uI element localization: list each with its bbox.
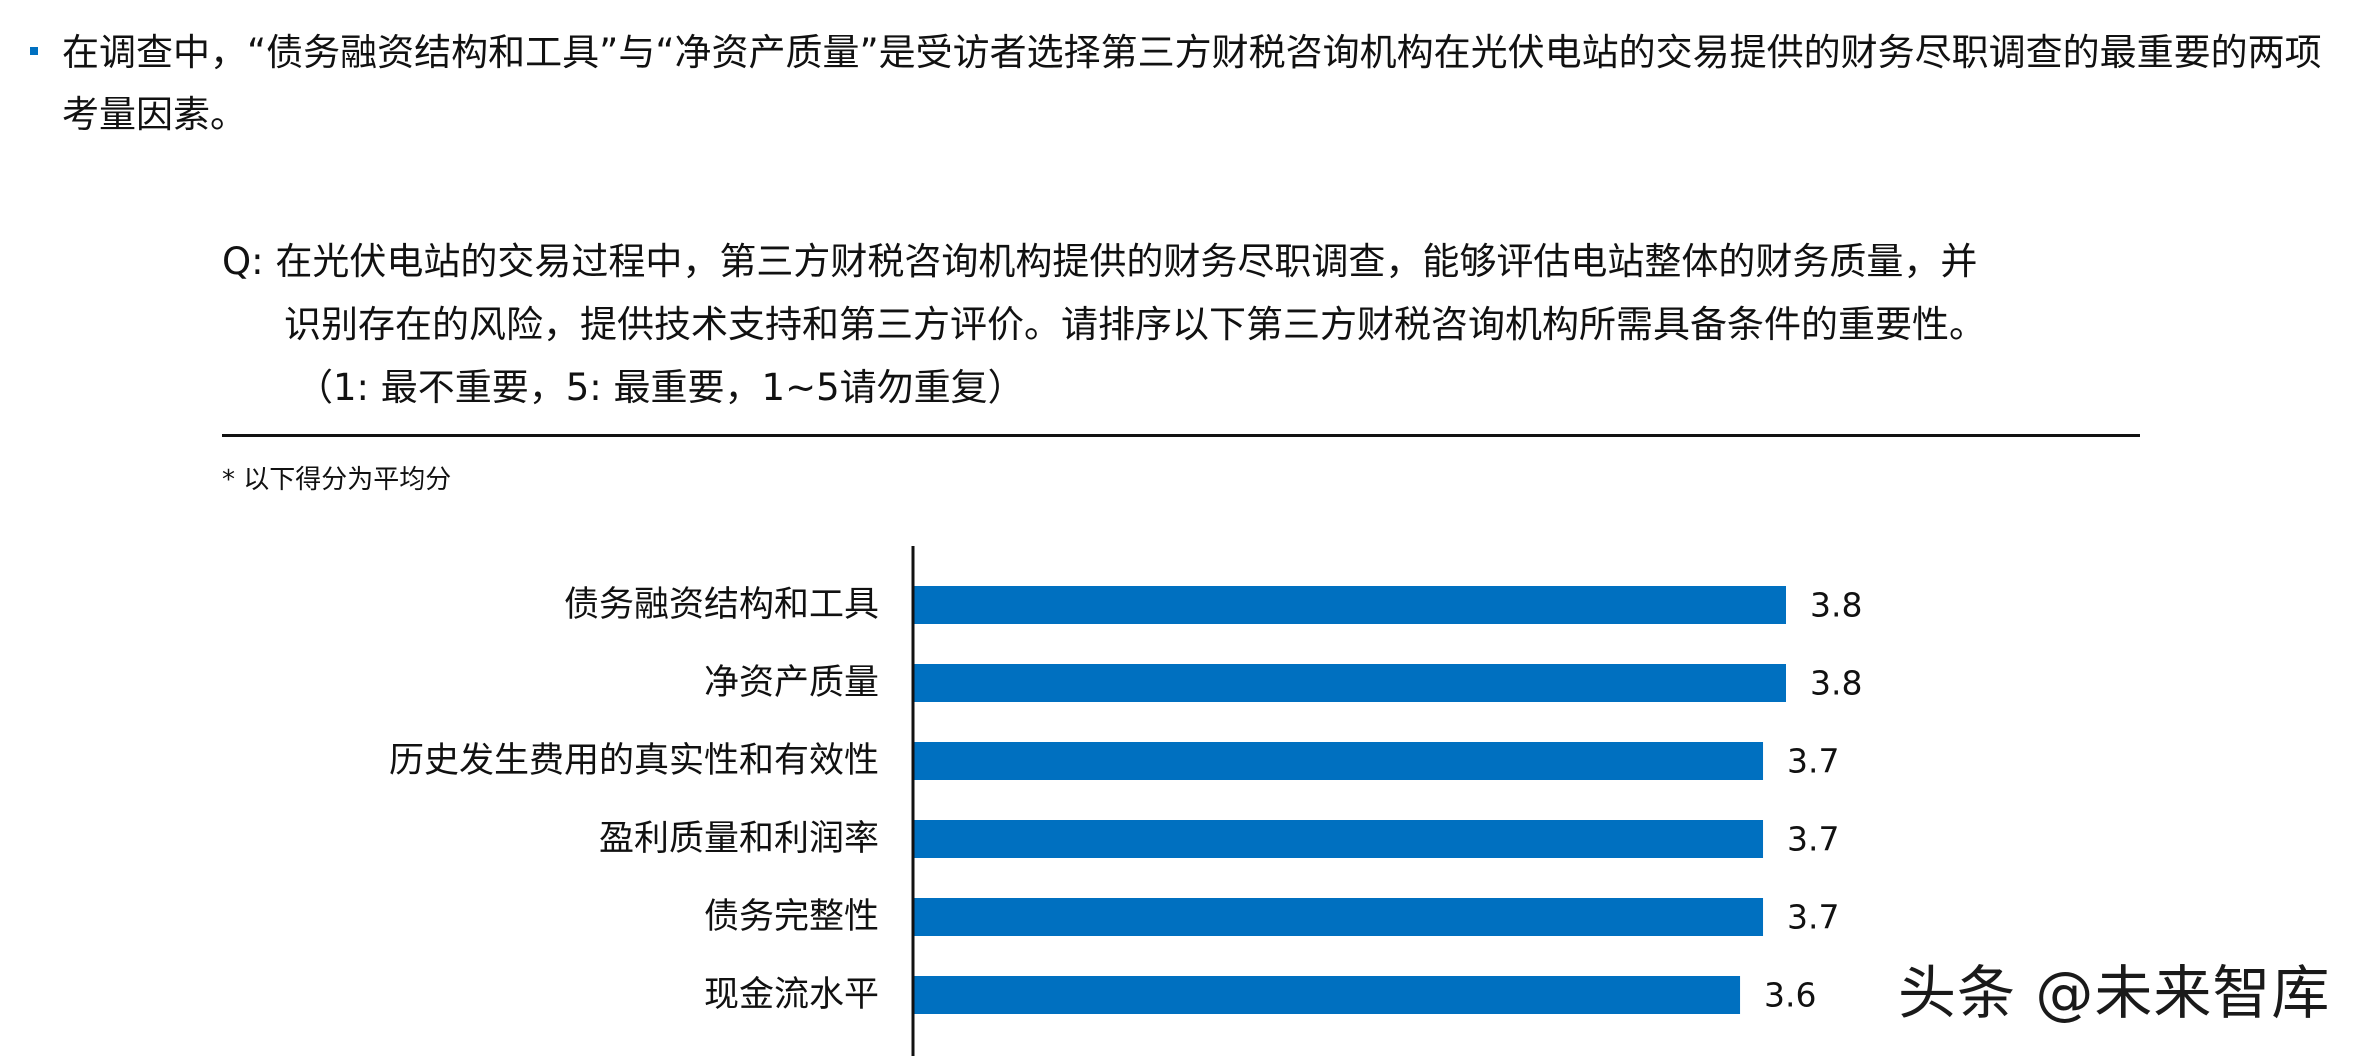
- data-label: 3.7: [1787, 820, 1839, 859]
- data-label: 3.6: [1764, 976, 1816, 1015]
- bar: [913, 898, 1764, 936]
- bar: [913, 664, 1786, 702]
- summary-text: 在调查中，“债务融资结构和工具”与“净资产质量”是受访者选择第三方财税咨询机构在…: [62, 31, 2322, 136]
- category-label: 债务融资结构和工具: [564, 585, 879, 625]
- data-label: 3.8: [1810, 586, 1862, 625]
- bar: [913, 820, 1764, 858]
- bar-chart: 债务融资结构和工具 3.8 净资产质量 3.8 历史发生费用的真实性和有效性 3.7 盈利质…: [389, 546, 1863, 1056]
- category-label: 历史发生费用的真实性和有效性: [389, 741, 879, 781]
- data-label: 3.7: [1787, 898, 1839, 937]
- bar: [913, 586, 1786, 624]
- summary-bullet: 在调查中，“债务融资结构和工具”与“净资产质量”是受访者选择第三方财税咨询机构在…: [30, 22, 2350, 146]
- data-label: 3.8: [1810, 664, 1862, 703]
- bars-group: 债务融资结构和工具 3.8 净资产质量 3.8 历史发生费用的真实性和有效性 3.7 盈利质…: [389, 585, 1863, 1015]
- category-label: 净资产质量: [704, 663, 879, 703]
- survey-question: Q: 在光伏电站的交易过程中，第三方财税咨询机构提供的财务尽职调查，能够评估电站…: [222, 230, 2142, 419]
- question-line-1: Q: 在光伏电站的交易过程中，第三方财税咨询机构提供的财务尽职调查，能够评估电站…: [222, 240, 1978, 283]
- data-label: 3.7: [1787, 742, 1839, 781]
- question-line-2: 识别存在的风险，提供技术支持和第三方评价。请排序以下第三方财税咨询机构所需具备条…: [284, 303, 1986, 346]
- question-line-3: （1: 最不重要，5: 最重要，1~5请勿重复）: [296, 366, 1025, 409]
- question-divider: [222, 434, 2140, 437]
- bar: [913, 742, 1764, 780]
- watermark-text: 头条 @未来智库: [1898, 959, 2331, 1027]
- category-label: 盈利质量和利润率: [599, 819, 879, 859]
- bar: [913, 976, 1741, 1014]
- category-label: 现金流水平: [704, 975, 879, 1015]
- average-score-note: * 以下得分为平均分: [222, 465, 452, 495]
- category-label: 债务完整性: [704, 897, 879, 937]
- bullet-square-icon: [30, 47, 38, 55]
